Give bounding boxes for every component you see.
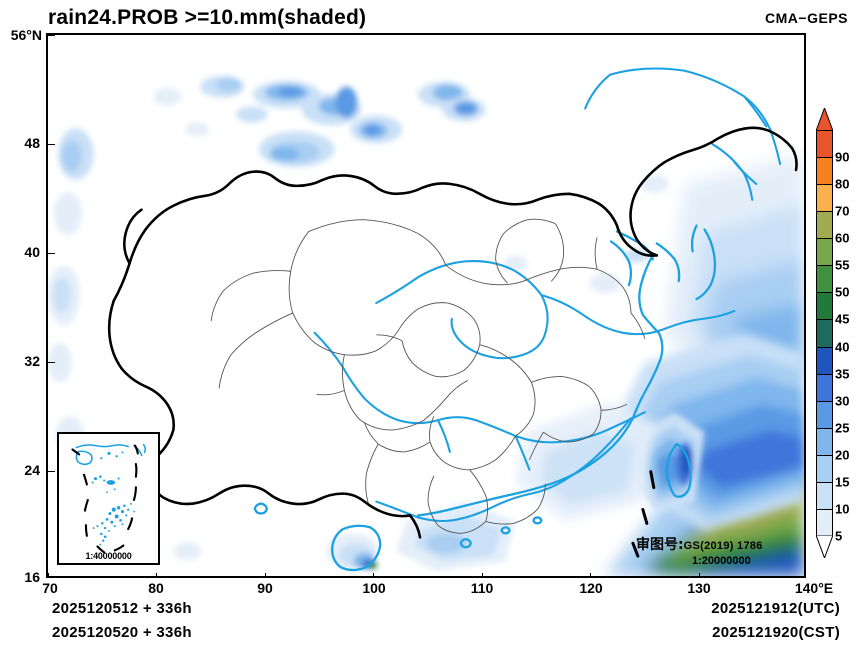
colorbar[interactable]: 90 80 70 60 55 50 45 40 35 30 25 20 15 10 5 [816, 108, 849, 558]
colorbar-tick-60: 60 [835, 230, 850, 246]
colorbar-tick-10: 10 [835, 501, 850, 517]
colorbar-band-55 [817, 239, 832, 267]
colorbar-tick-70: 70 [835, 203, 850, 219]
colorbar-tick-35: 35 [835, 366, 850, 382]
colorbar-band-40 [817, 320, 832, 348]
boundary-dashes [631, 470, 656, 558]
colorbar-tick-55: 55 [835, 257, 850, 273]
colorbar-tick-5: 5 [835, 528, 843, 544]
colorbar-band-70 [817, 185, 832, 213]
south-china-sea-inset[interactable]: 1:40000000 [57, 432, 160, 565]
colorbar-tick-80: 80 [835, 176, 850, 192]
model-label: CMA−GEPS [765, 10, 848, 26]
colorbar-tick-90: 90 [835, 149, 850, 165]
footer-init-time-cst: 2025120520 + 336h [52, 624, 192, 641]
colorbar-band-20 [817, 428, 832, 456]
rivers-layer [313, 67, 782, 523]
x-axis-label-140: 140°E [794, 580, 834, 596]
y-tick [48, 471, 55, 472]
province-borders-layer [210, 218, 646, 534]
x-tick [482, 573, 483, 576]
colorbar-tick-50: 50 [835, 284, 850, 300]
x-tick [590, 573, 591, 576]
colorbar-tick-45: 45 [835, 311, 850, 327]
y-tick [48, 362, 55, 363]
stamp-number: GS(2019) 1786 [683, 540, 763, 552]
x-axis-label-130: 130 [687, 580, 711, 596]
x-axis-label-110: 110 [470, 580, 494, 596]
colorbar-band-45 [817, 293, 832, 321]
colorbar-tick-40: 40 [835, 339, 850, 355]
colorbar-band-60 [817, 212, 832, 240]
colorbar-band-10 [817, 482, 832, 510]
national-border-layer [107, 126, 798, 539]
colorbar-band-5 [817, 509, 832, 537]
y-axis-label-32: 32 [24, 353, 40, 369]
footer-valid-time-utc: 2025121912(UTC) [711, 600, 840, 617]
y-axis-label-40: 40 [24, 244, 40, 260]
colorbar-top-arrow [816, 108, 833, 131]
map-plot-area[interactable] [46, 33, 806, 578]
y-axis-label-16: 16 [24, 569, 40, 585]
x-tick [373, 573, 374, 576]
stamp-scale: 1:20000000 [692, 555, 751, 567]
y-tick [48, 144, 55, 145]
x-tick [265, 573, 266, 576]
x-tick [699, 573, 700, 576]
colorbar-tick-30: 30 [835, 393, 850, 409]
inset-scale-label: 1:40000000 [85, 551, 132, 561]
probability-shading [48, 75, 804, 576]
x-axis-label-100: 100 [362, 580, 386, 596]
x-axis-label-120: 120 [579, 580, 603, 596]
map-canvas [48, 35, 804, 576]
map-approval-stamp: 审图号:GS(2019) 1786 1:20000000 [636, 538, 763, 569]
inset-svg [59, 434, 158, 563]
y-tick [48, 253, 55, 254]
colorbar-band-25 [817, 401, 832, 429]
colorbar-tick-20: 20 [835, 447, 850, 463]
colorbar-band-35 [817, 347, 832, 375]
colorbar-band-15 [817, 455, 832, 483]
colorbar-tick-15: 15 [835, 474, 850, 490]
x-axis-label-70: 70 [42, 580, 58, 596]
colorbar-band-90 [817, 131, 832, 159]
y-tick [48, 35, 55, 36]
colorbar-tick-25: 25 [835, 420, 850, 436]
x-axis-label-90: 90 [257, 580, 273, 596]
colorbar-band-80 [817, 158, 832, 186]
y-axis-label-24: 24 [24, 462, 40, 478]
x-tick [156, 573, 157, 576]
map-svg [48, 35, 804, 576]
colorbar-band-30 [817, 374, 832, 402]
y-axis-label-56: 56°N [10, 27, 42, 43]
y-axis-label-48: 48 [24, 135, 40, 151]
footer-init-time-utc: 2025120512 + 336h [52, 600, 192, 617]
stamp-label: 审图号: [636, 537, 684, 553]
footer-valid-time-cst: 2025121920(CST) [712, 624, 840, 641]
x-axis-label-80: 80 [148, 580, 164, 596]
page-title: rain24.PROB >=10.mm(shaded) [48, 6, 367, 29]
colorbar-bands [816, 130, 833, 537]
colorbar-bottom-arrow [816, 535, 833, 558]
colorbar-band-50 [817, 266, 832, 294]
x-tick [48, 573, 49, 576]
